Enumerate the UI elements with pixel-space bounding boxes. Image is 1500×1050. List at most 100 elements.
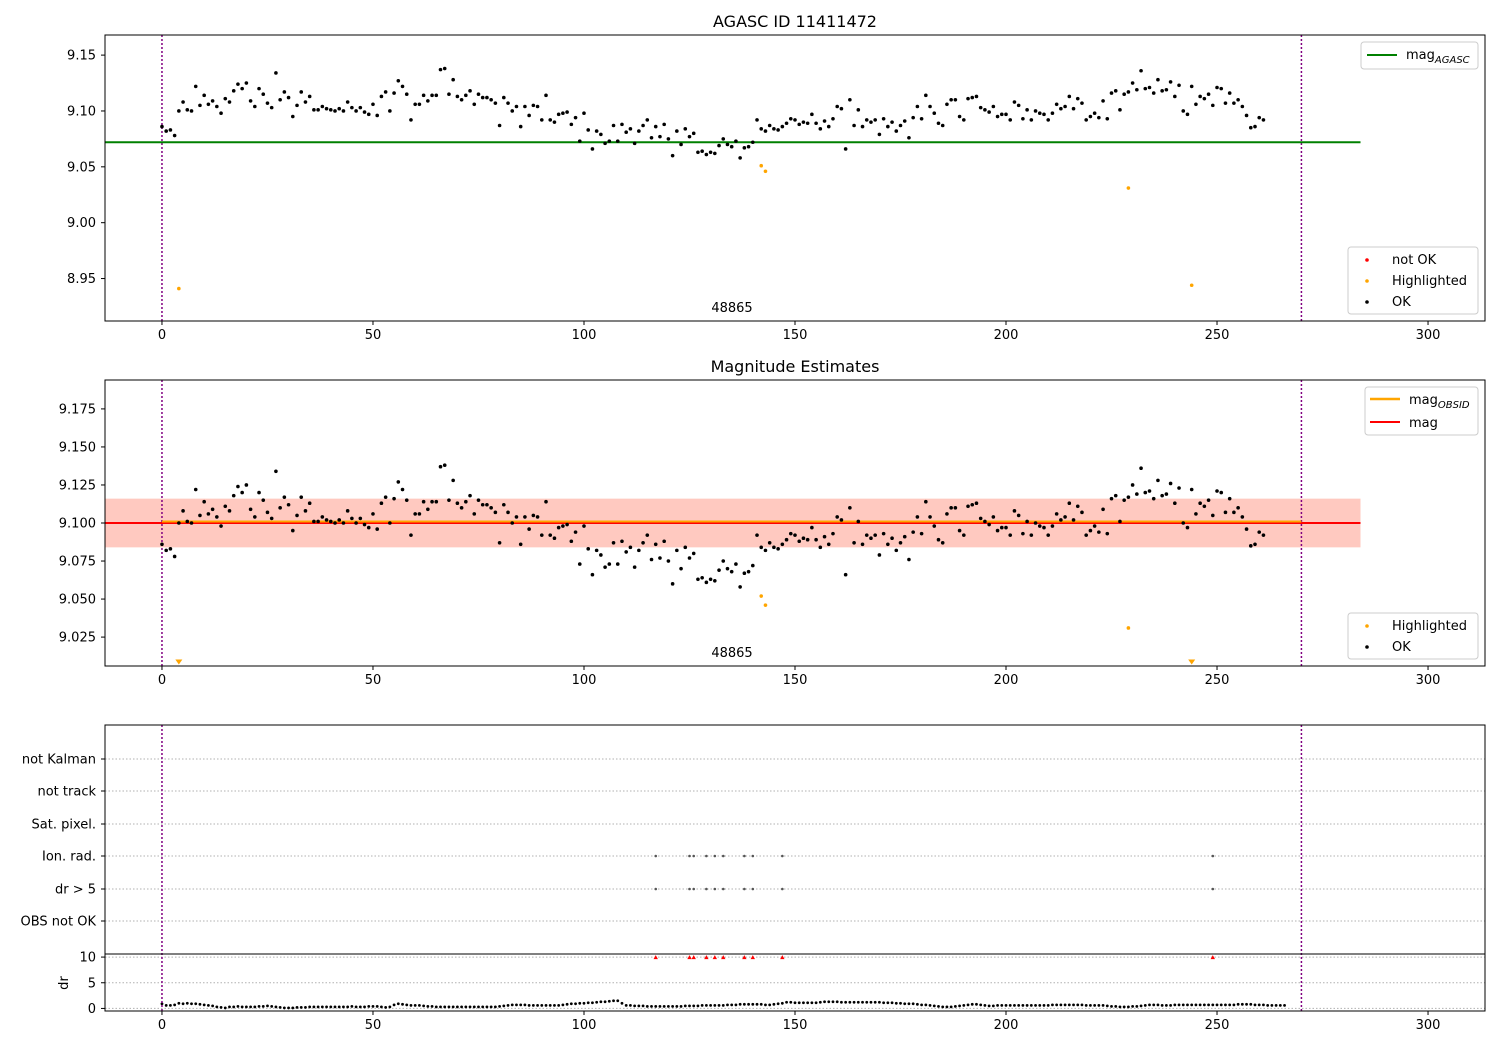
ok-point bbox=[244, 483, 249, 487]
dr-point bbox=[1249, 1002, 1253, 1006]
ok-point bbox=[691, 131, 696, 136]
ok-point bbox=[253, 104, 257, 109]
legend-label: not OK bbox=[1392, 253, 1437, 268]
x-tick-label: 200 bbox=[994, 328, 1019, 343]
ok-point bbox=[1109, 496, 1114, 501]
dr-point bbox=[447, 1005, 451, 1009]
ok-point bbox=[350, 105, 354, 110]
ok-point bbox=[590, 572, 595, 577]
flag-point bbox=[654, 854, 658, 858]
ok-point bbox=[426, 99, 430, 103]
dr-point bbox=[371, 1004, 375, 1008]
ok-point bbox=[430, 499, 434, 504]
dr-point bbox=[1181, 1003, 1185, 1007]
dr-point bbox=[1211, 1003, 1215, 1007]
dr-flag-marker bbox=[742, 955, 747, 960]
ok-point bbox=[1071, 106, 1076, 111]
ok-point bbox=[421, 499, 426, 504]
ok-point bbox=[464, 499, 468, 504]
ok-point bbox=[658, 134, 662, 139]
dr-point bbox=[173, 1003, 177, 1007]
dr-point bbox=[464, 1005, 468, 1009]
dr-point bbox=[375, 1004, 379, 1008]
dr-point bbox=[991, 1004, 995, 1008]
ok-point bbox=[1151, 91, 1156, 95]
dr-point bbox=[540, 1003, 544, 1007]
ok-point bbox=[683, 545, 688, 550]
dr-axis-label: dr bbox=[57, 976, 72, 990]
ok-point bbox=[1198, 501, 1202, 506]
ok-point bbox=[586, 547, 591, 551]
ok-point bbox=[371, 102, 375, 107]
ok-point bbox=[1215, 85, 1219, 90]
ok-point bbox=[835, 515, 840, 519]
dr-point bbox=[894, 1001, 898, 1005]
ok-point bbox=[1059, 518, 1063, 522]
ok-point bbox=[569, 122, 574, 127]
ok-point bbox=[198, 513, 202, 518]
dr-point bbox=[734, 1003, 738, 1007]
highlighted-point bbox=[759, 163, 764, 168]
ok-point bbox=[708, 150, 713, 155]
dr-point bbox=[240, 1005, 244, 1009]
ok-point bbox=[1215, 489, 1219, 493]
dr-point bbox=[228, 1005, 231, 1009]
ok-point bbox=[548, 533, 553, 537]
dr-point bbox=[236, 1004, 240, 1008]
x-tick-label: 0 bbox=[158, 328, 166, 343]
ok-point bbox=[493, 510, 498, 515]
ok-point bbox=[388, 521, 392, 525]
ok-point bbox=[358, 105, 363, 110]
dr-point bbox=[282, 1006, 286, 1010]
ok-point bbox=[354, 521, 358, 525]
ok-point bbox=[666, 137, 671, 141]
dr-point bbox=[1059, 1003, 1063, 1007]
dr-point bbox=[624, 1003, 628, 1007]
ok-point bbox=[1253, 542, 1257, 547]
ok-point bbox=[248, 507, 253, 512]
ok-point bbox=[881, 116, 886, 121]
ok-point bbox=[1223, 510, 1228, 515]
dr-point bbox=[485, 1005, 489, 1009]
ok-point bbox=[919, 116, 924, 121]
dr-point bbox=[1240, 1002, 1244, 1006]
ok-point bbox=[350, 516, 354, 521]
dr-point bbox=[1055, 1003, 1059, 1007]
ok-point bbox=[282, 495, 287, 499]
dr-point bbox=[1021, 1003, 1025, 1007]
ok-point bbox=[1042, 525, 1046, 530]
ok-point bbox=[637, 548, 641, 553]
dr-point bbox=[607, 999, 611, 1003]
dr-point bbox=[1034, 1003, 1037, 1007]
dr-point bbox=[278, 1006, 282, 1009]
ok-point bbox=[915, 515, 920, 519]
dr-point bbox=[882, 1001, 886, 1005]
ok-point bbox=[286, 95, 291, 100]
dr-point bbox=[726, 1003, 729, 1007]
ok-point bbox=[641, 123, 645, 128]
ok-point bbox=[295, 103, 299, 108]
dr-point bbox=[683, 1004, 687, 1008]
ok-point bbox=[1004, 112, 1008, 117]
ok-point bbox=[1147, 489, 1152, 493]
ok-point bbox=[683, 127, 688, 131]
ok-point bbox=[953, 505, 958, 510]
ok-point bbox=[898, 540, 903, 545]
dr-point bbox=[388, 1005, 392, 1009]
ok-point bbox=[1101, 99, 1105, 103]
dr-point bbox=[185, 1001, 189, 1005]
dr-point bbox=[1278, 1003, 1282, 1007]
dr-point bbox=[780, 1001, 784, 1005]
ok-point bbox=[434, 499, 439, 504]
ok-point bbox=[670, 582, 675, 586]
ok-point bbox=[641, 540, 645, 545]
ok-point bbox=[1173, 94, 1177, 99]
ok-point bbox=[721, 559, 726, 563]
dr-point bbox=[1126, 1005, 1130, 1009]
dr-point bbox=[468, 1005, 472, 1009]
flag-point bbox=[705, 887, 708, 891]
ok-point bbox=[869, 536, 873, 541]
ok-point bbox=[742, 146, 747, 150]
dr-point bbox=[785, 1000, 788, 1004]
panel-magnitude-estimates: Magnitude Estimates 9.175 9.150 9.125 9.100… bbox=[59, 357, 1486, 688]
